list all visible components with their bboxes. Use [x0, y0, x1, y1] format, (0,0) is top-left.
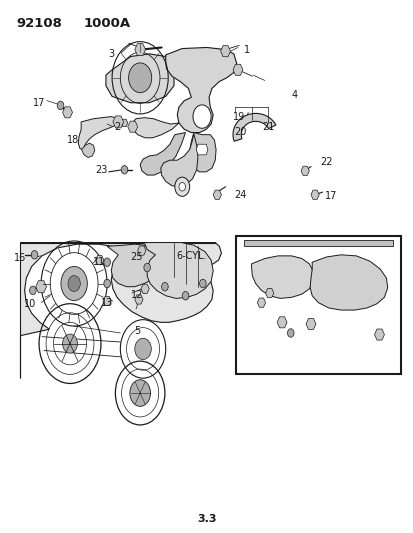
Text: 24: 24: [233, 190, 246, 200]
Polygon shape: [244, 240, 392, 246]
Text: 11: 11: [93, 257, 105, 267]
Circle shape: [192, 105, 211, 128]
Text: 5: 5: [360, 282, 366, 292]
FancyBboxPatch shape: [235, 236, 400, 374]
Polygon shape: [233, 114, 275, 141]
Polygon shape: [132, 118, 178, 138]
Polygon shape: [113, 116, 123, 128]
Polygon shape: [103, 296, 111, 305]
Polygon shape: [220, 46, 230, 56]
Polygon shape: [135, 44, 145, 55]
Text: 6-CYL.: 6-CYL.: [176, 251, 206, 261]
Circle shape: [144, 263, 150, 272]
Polygon shape: [106, 54, 173, 103]
Text: 10: 10: [24, 298, 36, 309]
Circle shape: [29, 286, 36, 295]
Polygon shape: [160, 134, 197, 187]
Polygon shape: [81, 143, 95, 158]
Circle shape: [31, 251, 38, 259]
Polygon shape: [121, 119, 128, 127]
Circle shape: [135, 338, 151, 360]
Circle shape: [104, 258, 110, 266]
Circle shape: [178, 182, 185, 191]
Text: 7: 7: [295, 325, 301, 335]
Text: 8: 8: [298, 289, 304, 299]
Text: 1: 1: [243, 45, 249, 54]
Text: 13: 13: [101, 297, 113, 308]
Polygon shape: [95, 255, 104, 265]
Polygon shape: [300, 166, 309, 175]
Text: 17: 17: [324, 191, 336, 201]
Polygon shape: [141, 284, 149, 294]
Polygon shape: [140, 133, 185, 175]
Polygon shape: [62, 107, 72, 118]
Text: 17: 17: [32, 98, 45, 108]
Polygon shape: [374, 329, 384, 340]
Circle shape: [161, 282, 168, 291]
Text: 3: 3: [108, 50, 114, 59]
Circle shape: [62, 334, 77, 353]
Polygon shape: [138, 246, 145, 255]
Circle shape: [61, 266, 87, 301]
Circle shape: [199, 279, 206, 288]
Text: 22: 22: [320, 157, 332, 167]
Polygon shape: [135, 295, 143, 304]
Text: 2: 2: [114, 122, 120, 132]
Circle shape: [182, 292, 188, 300]
Polygon shape: [309, 255, 387, 310]
Text: 3.3: 3.3: [197, 514, 216, 524]
Circle shape: [128, 63, 151, 93]
Polygon shape: [310, 190, 318, 199]
Circle shape: [287, 329, 293, 337]
Text: 25: 25: [129, 253, 142, 262]
Text: 5: 5: [133, 326, 140, 336]
Text: 21: 21: [261, 122, 273, 132]
Polygon shape: [144, 243, 213, 298]
Text: 19: 19: [233, 111, 245, 122]
Text: 92108: 92108: [17, 17, 62, 30]
Polygon shape: [189, 133, 216, 172]
Polygon shape: [165, 47, 236, 133]
Text: 15: 15: [302, 326, 315, 336]
Circle shape: [68, 276, 80, 292]
Polygon shape: [196, 144, 207, 155]
Polygon shape: [265, 288, 273, 298]
Circle shape: [130, 379, 150, 406]
Text: 23: 23: [95, 165, 108, 175]
Text: 1000A: 1000A: [83, 17, 130, 30]
Polygon shape: [36, 281, 46, 293]
Text: 4: 4: [291, 90, 297, 100]
Polygon shape: [276, 317, 286, 328]
Circle shape: [104, 279, 110, 288]
Polygon shape: [251, 256, 313, 298]
Polygon shape: [107, 244, 158, 287]
Polygon shape: [233, 64, 242, 75]
Text: 16: 16: [14, 253, 26, 263]
Circle shape: [174, 177, 189, 196]
Text: 12: 12: [131, 289, 143, 300]
Circle shape: [57, 101, 64, 110]
Polygon shape: [257, 298, 265, 307]
Polygon shape: [305, 318, 315, 329]
Text: 14: 14: [316, 259, 328, 269]
Text: 6: 6: [373, 298, 379, 309]
Text: 9: 9: [371, 333, 377, 343]
Circle shape: [121, 165, 128, 174]
Text: 18: 18: [66, 135, 79, 145]
Polygon shape: [213, 190, 221, 199]
Polygon shape: [128, 121, 138, 132]
Text: 9: 9: [286, 300, 292, 310]
Text: 20: 20: [233, 127, 246, 137]
Polygon shape: [78, 117, 118, 150]
Polygon shape: [21, 243, 221, 378]
